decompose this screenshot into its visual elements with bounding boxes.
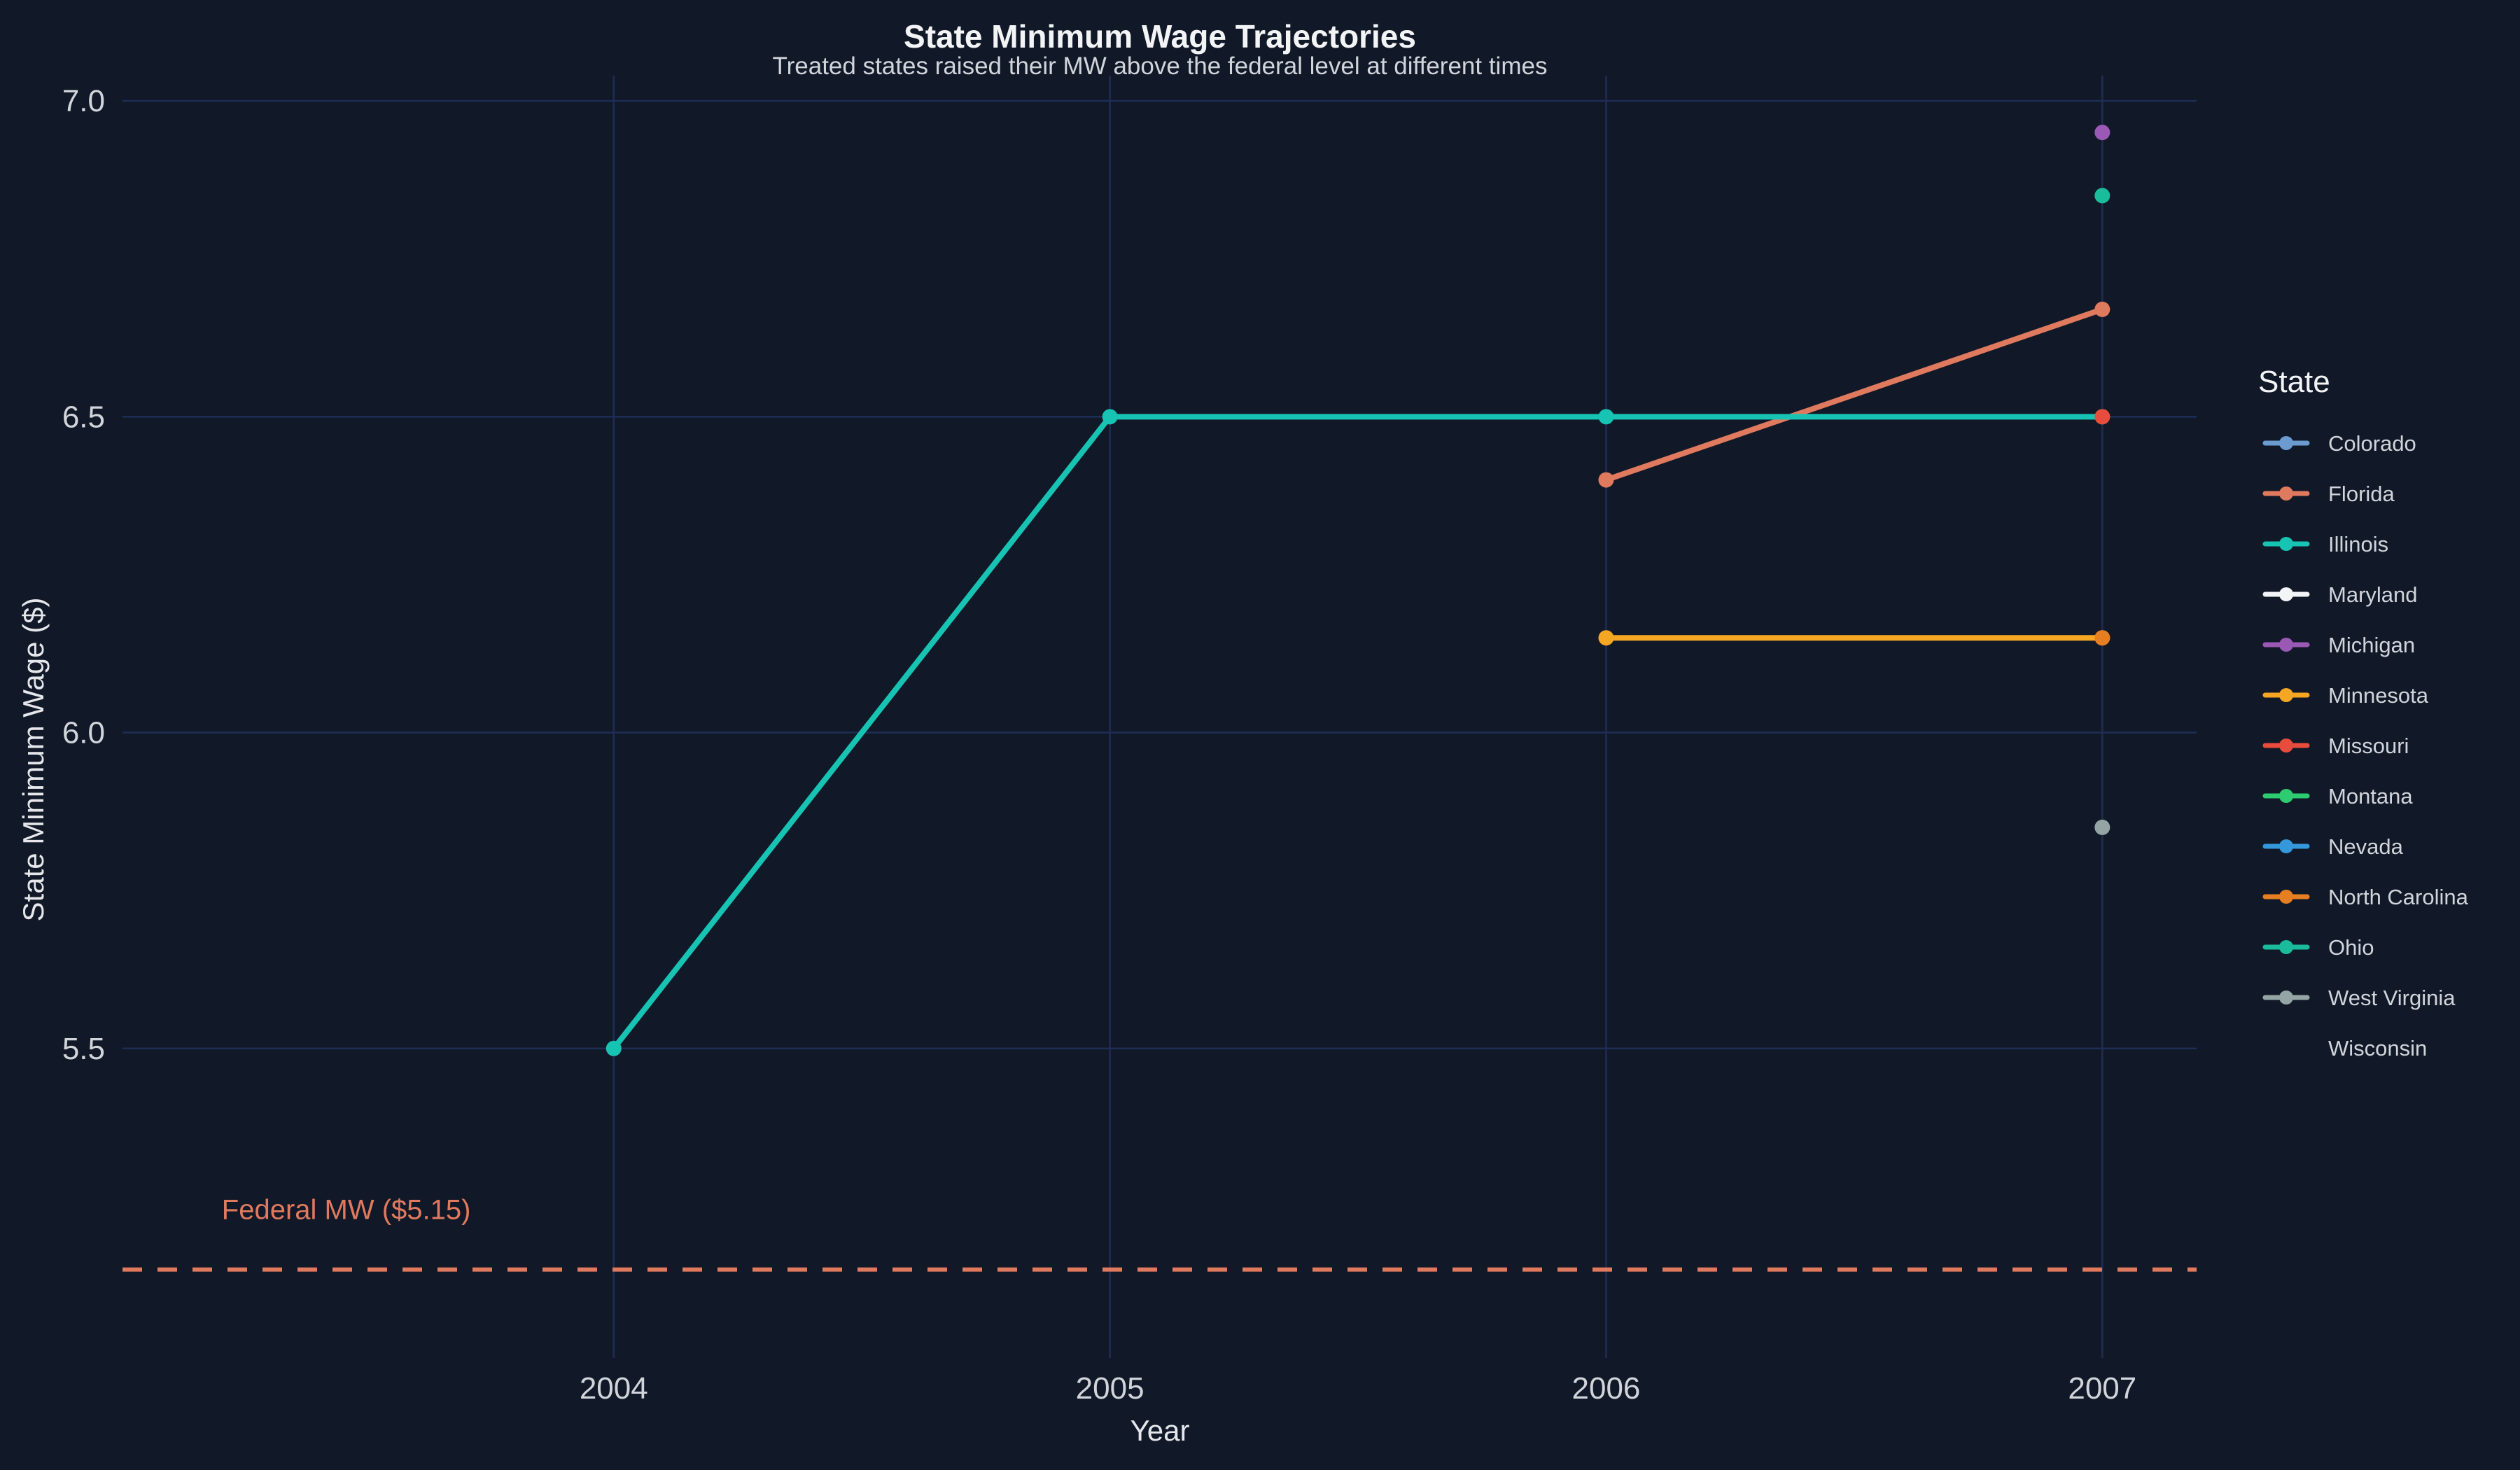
legend-label-north-carolina: North Carolina bbox=[2328, 885, 2469, 909]
legend-label-maryland: Maryland bbox=[2328, 582, 2418, 607]
data-point-north-carolina-2007 bbox=[2094, 630, 2110, 646]
legend-key-point-maryland bbox=[2279, 587, 2293, 601]
legend-label-nevada: Nevada bbox=[2328, 834, 2404, 859]
x-axis-title: Year bbox=[1130, 1414, 1190, 1447]
data-point-florida-2006 bbox=[1598, 472, 1614, 488]
data-point-ohio-2007 bbox=[2094, 188, 2110, 204]
y-tick-label-3: 7.0 bbox=[62, 84, 105, 118]
series-group bbox=[606, 125, 2110, 1056]
legend-items: Colorado Florida Illinois Maryland Michigan M… bbox=[2262, 431, 2469, 1060]
data-point-illinois-2005 bbox=[1102, 409, 1118, 425]
data-point-florida-2007 bbox=[2094, 301, 2110, 317]
legend-label-colorado: Colorado bbox=[2328, 431, 2416, 456]
y-tick-labels: 5.5 6.0 6.5 7.0 bbox=[62, 84, 105, 1066]
data-point-illinois-2006 bbox=[1598, 409, 1614, 425]
chart-title: State Minimum Wage Trajectories bbox=[904, 18, 1416, 55]
y-tick-label-0: 5.5 bbox=[62, 1032, 105, 1066]
y-tick-label-1: 6.0 bbox=[62, 716, 105, 750]
reference-line-group: Federal MW ($5.15) bbox=[122, 1195, 2197, 1272]
data-point-missouri-2007 bbox=[2094, 409, 2110, 425]
data-point-illinois-2004 bbox=[606, 1040, 622, 1056]
legend-title: State bbox=[2258, 365, 2330, 399]
legend: State Colorado Florida Illinois Maryland Mic… bbox=[2258, 365, 2469, 1060]
legend-label-minnesota: Minnesota bbox=[2328, 683, 2429, 708]
chart-subtitle: Treated states raised their MW above the… bbox=[773, 52, 1548, 80]
legend-key-point-minnesota bbox=[2279, 688, 2293, 702]
legend-key-point-ohio bbox=[2279, 940, 2293, 954]
data-point-west-virginia-2007 bbox=[2094, 819, 2110, 835]
legend-key-point-missouri bbox=[2279, 738, 2293, 752]
legend-key-point-west-virginia bbox=[2279, 990, 2293, 1004]
federal-mw-label: Federal MW ($5.15) bbox=[222, 1195, 471, 1226]
legend-label-illinois: Illinois bbox=[2328, 532, 2388, 556]
legend-key-point-michigan bbox=[2279, 638, 2293, 652]
y-axis-title: State Minimum Wage ($) bbox=[17, 598, 50, 922]
legend-label-missouri: Missouri bbox=[2328, 734, 2409, 758]
y-tick-label-2: 6.5 bbox=[62, 400, 105, 434]
legend-label-florida: Florida bbox=[2328, 482, 2395, 506]
x-tick-label-2: 2006 bbox=[1572, 1371, 1641, 1406]
legend-key-point-florida bbox=[2279, 486, 2293, 500]
legend-key-point-colorado bbox=[2279, 436, 2293, 450]
series-line-florida bbox=[1603, 306, 2106, 483]
data-point-minnesota-2006 bbox=[1598, 630, 1614, 646]
x-tick-label-0: 2004 bbox=[580, 1371, 648, 1406]
series-line-illinois bbox=[610, 414, 2106, 1051]
legend-label-wisconsin: Wisconsin bbox=[2328, 1036, 2427, 1060]
legend-label-montana: Montana bbox=[2328, 784, 2413, 808]
legend-label-michigan: Michigan bbox=[2328, 633, 2415, 657]
legend-key-point-illinois bbox=[2279, 537, 2293, 551]
x-tick-label-1: 2005 bbox=[1076, 1371, 1144, 1406]
data-point-michigan-2007 bbox=[2094, 125, 2110, 141]
legend-label-west-virginia: West Virginia bbox=[2328, 986, 2456, 1010]
x-tick-labels: 2004 2005 2006 2007 bbox=[580, 1371, 2136, 1406]
x-tick-label-3: 2007 bbox=[2068, 1371, 2136, 1406]
legend-label-ohio: Ohio bbox=[2328, 935, 2374, 960]
legend-key-point-nevada bbox=[2279, 839, 2293, 853]
legend-key-point-montana bbox=[2279, 789, 2293, 803]
legend-key-point-north-carolina bbox=[2279, 890, 2293, 904]
